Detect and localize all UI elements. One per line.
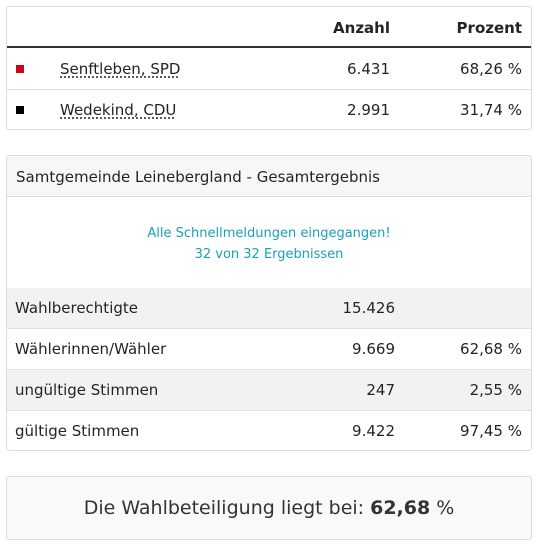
card-header: Samtgemeinde Leinebergland - Gesamtergeb… [7,156,531,197]
table-row: Wedekind, CDU 2.991 31,74 % [7,90,531,131]
stat-label: Wählerinnen/Wähler [15,340,167,358]
stat-row-invalid: ungültige Stimmen 247 2,55 % [7,370,531,411]
stat-value: 15.426 [342,299,396,317]
stat-label: Wahlberechtigte [15,299,138,317]
candidate-percent: 68,26 % [460,60,522,78]
status-message: Alle Schnellmeldungen eingegangen! [147,226,391,241]
table-row: Senftleben, SPD 6.431 68,26 % [7,49,531,90]
turnout-suffix: % [430,497,455,519]
stat-row-voters: Wählerinnen/Wähler 9.669 62,68 % [7,329,531,370]
candidate-votes: 2.991 [347,101,390,119]
results-count: 32 von 32 Ergebnissen [194,247,344,262]
stat-value: 247 [366,381,395,399]
party-color-swatch [16,65,24,73]
candidate-name[interactable]: Wedekind, CDU [60,101,177,119]
turnout-prefix: Die Wahlbeteiligung liegt bei: [83,497,371,519]
candidate-results-table: Anzahl Prozent Senftleben, SPD 6.431 68,… [6,6,532,130]
stat-percent: 97,45 % [460,422,522,440]
stat-percent: 2,55 % [469,381,522,399]
stat-value: 9.669 [352,340,395,358]
stat-label: ungültige Stimmen [15,381,159,399]
stat-label: gültige Stimmen [15,422,140,440]
stat-percent: 62,68 % [460,340,522,358]
candidate-votes: 6.431 [347,60,390,78]
candidate-name[interactable]: Senftleben, SPD [60,60,181,78]
reporting-status: Alle Schnellmeldungen eingegangen! 32 vo… [7,223,531,265]
card-title: Samtgemeinde Leinebergland - Gesamtergeb… [16,168,380,186]
stat-value: 9.422 [352,422,395,440]
stat-row-valid: gültige Stimmen 9.422 97,45 % [7,411,531,450]
table-header: Anzahl Prozent [7,7,531,48]
header-prozent[interactable]: Prozent [456,19,522,37]
turnout-value: 62,68 [370,497,431,519]
party-color-swatch [16,106,24,114]
overall-results-card: Samtgemeinde Leinebergland - Gesamtergeb… [6,155,532,451]
turnout-summary: Die Wahlbeteiligung liegt bei: 62,68 % [6,476,532,540]
candidate-percent: 31,74 % [460,101,522,119]
stat-row-eligible: Wahlberechtigte 15.426 [7,288,531,329]
header-anzahl[interactable]: Anzahl [333,19,390,37]
